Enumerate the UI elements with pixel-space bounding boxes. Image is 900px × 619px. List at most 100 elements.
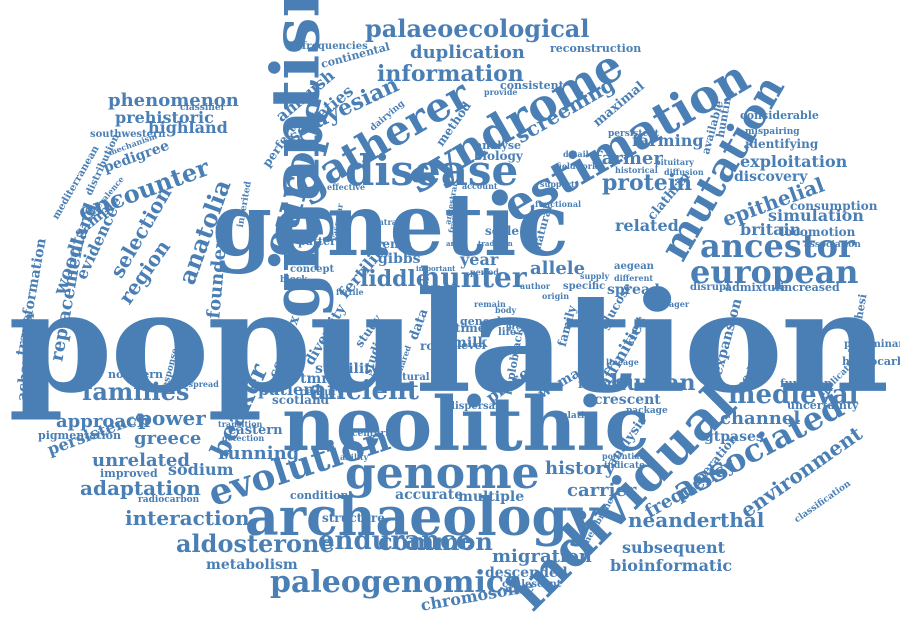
cloud-word: milk <box>452 335 488 351</box>
cloud-word: allele <box>530 258 586 279</box>
cloud-word: bioinformatic <box>610 556 733 575</box>
cloud-word: gtpases <box>704 429 764 445</box>
cloud-word: common <box>378 527 493 556</box>
cloud-word: eastern <box>228 423 283 438</box>
cloud-word: forager <box>656 299 690 309</box>
cloud-word: scotland <box>272 393 330 407</box>
cloud-word: approach <box>56 411 151 432</box>
cloud-word: tmrca <box>300 371 347 387</box>
cloud-word: coalescent <box>502 579 562 590</box>
cloud-word: provide <box>484 87 518 97</box>
cloud-word: mispairing <box>745 127 800 137</box>
cloud-word: specific <box>563 281 606 292</box>
cloud-word: diffusion <box>664 167 704 177</box>
cloud-word: current <box>500 344 534 354</box>
cloud-word: genealogy <box>460 315 523 328</box>
cloud-word: ancestor <box>700 227 855 265</box>
cloud-word: concept <box>290 264 335 275</box>
cloud-word: families <box>82 377 190 406</box>
cloud-word: classifier <box>180 103 226 113</box>
cloud-word: function <box>780 377 833 390</box>
cloud-word: improved <box>100 467 158 480</box>
cloud-word: crescent <box>594 392 661 408</box>
cloud-word: relative <box>557 411 596 421</box>
cloud-word: persistent <box>608 129 659 139</box>
cloud-word: ancient <box>310 376 419 406</box>
cloud-word: endurance <box>318 526 473 556</box>
cloud-word: liddle <box>360 266 430 292</box>
cloud-word: potential <box>602 451 643 461</box>
cloud-word: renin <box>376 237 412 251</box>
cloud-word: southwestern <box>90 129 166 140</box>
cloud-word: stability <box>315 361 379 377</box>
cloud-word: history <box>545 458 616 479</box>
cloud-word: related <box>615 216 679 235</box>
cloud-word: neolithic <box>282 382 650 468</box>
cloud-word: tradition <box>478 239 513 248</box>
cloud-word: lineage <box>606 357 639 367</box>
cloud-word: functional <box>535 199 582 209</box>
cloud-word: radiocarbon <box>138 495 200 505</box>
cloud-word: important <box>416 264 456 273</box>
cloud-word: hunter <box>420 261 527 294</box>
cloud-word: palaeoecological <box>365 14 590 43</box>
cloud-word: remain <box>474 299 506 309</box>
cloud-word: medieval <box>728 380 859 410</box>
cloud-word: pigmentation <box>38 429 121 442</box>
cloud-word: interaction <box>125 506 250 530</box>
cloud-word: unrelated <box>92 450 190 471</box>
cloud-word: ability <box>340 452 369 462</box>
cloud-word: body <box>495 305 517 315</box>
cloud-word: increased <box>780 281 840 294</box>
cloud-word: century <box>300 387 343 398</box>
cloud-word: central <box>368 217 400 227</box>
cloud-word: population <box>8 262 889 424</box>
cloud-word: level <box>457 339 486 352</box>
cloud-word: neanderthal <box>628 508 765 532</box>
cloud-word: accurate <box>395 487 464 503</box>
cloud-word: biology <box>474 149 523 163</box>
cloud-word: frequencies <box>302 41 368 52</box>
cloud-word: multiple <box>458 489 525 505</box>
cloud-word: greater <box>506 321 540 331</box>
cloud-word: account <box>462 181 498 191</box>
cloud-word: simulation <box>768 206 864 225</box>
cloud-word: structure <box>322 511 385 525</box>
cloud-word: dispersal <box>448 401 499 412</box>
cloud-word: transition <box>218 419 263 429</box>
cloud-word: disease <box>345 146 519 195</box>
cloud-word: phenomenon <box>108 90 239 111</box>
cloud-word: gibbs <box>378 251 421 267</box>
cloud-word: cultural <box>385 372 430 383</box>
cloud-word: carrier <box>567 480 637 501</box>
cloud-word: britain <box>740 220 802 239</box>
cloud-word: patient <box>258 380 323 399</box>
cloud-word: uncertainty <box>787 399 859 412</box>
cloud-word: discovery <box>734 169 808 185</box>
cloud-word: preliminary <box>844 339 900 350</box>
cloud-word: power <box>138 406 206 430</box>
cloud-word: farming <box>632 131 704 150</box>
cloud-word: historical <box>615 165 658 175</box>
cloud-word: greece <box>134 428 202 449</box>
cloud-word: european <box>690 253 859 291</box>
cloud-word: aldosterone <box>176 529 335 558</box>
cloud-word: pattern <box>298 235 344 248</box>
cloud-word: migration <box>492 546 592 567</box>
cloud-word: analyse <box>475 139 522 152</box>
cloud-word: year <box>460 250 499 269</box>
cloud-word: role <box>420 339 447 353</box>
cloud-word: detailed <box>563 149 600 159</box>
cloud-word: spread <box>607 282 660 298</box>
cloud-word: author <box>520 281 551 291</box>
cloud-word: sodium <box>168 460 234 479</box>
cloud-word: widespread <box>168 379 219 389</box>
cloud-word: condition <box>290 489 349 502</box>
cloud-word: effective <box>327 182 366 192</box>
cloud-word: fertile <box>336 287 364 297</box>
cloud-word: package <box>626 406 668 416</box>
cloud-word: centuries <box>352 429 400 439</box>
cloud-word: highland <box>148 118 228 137</box>
cloud-word: period <box>470 267 499 277</box>
